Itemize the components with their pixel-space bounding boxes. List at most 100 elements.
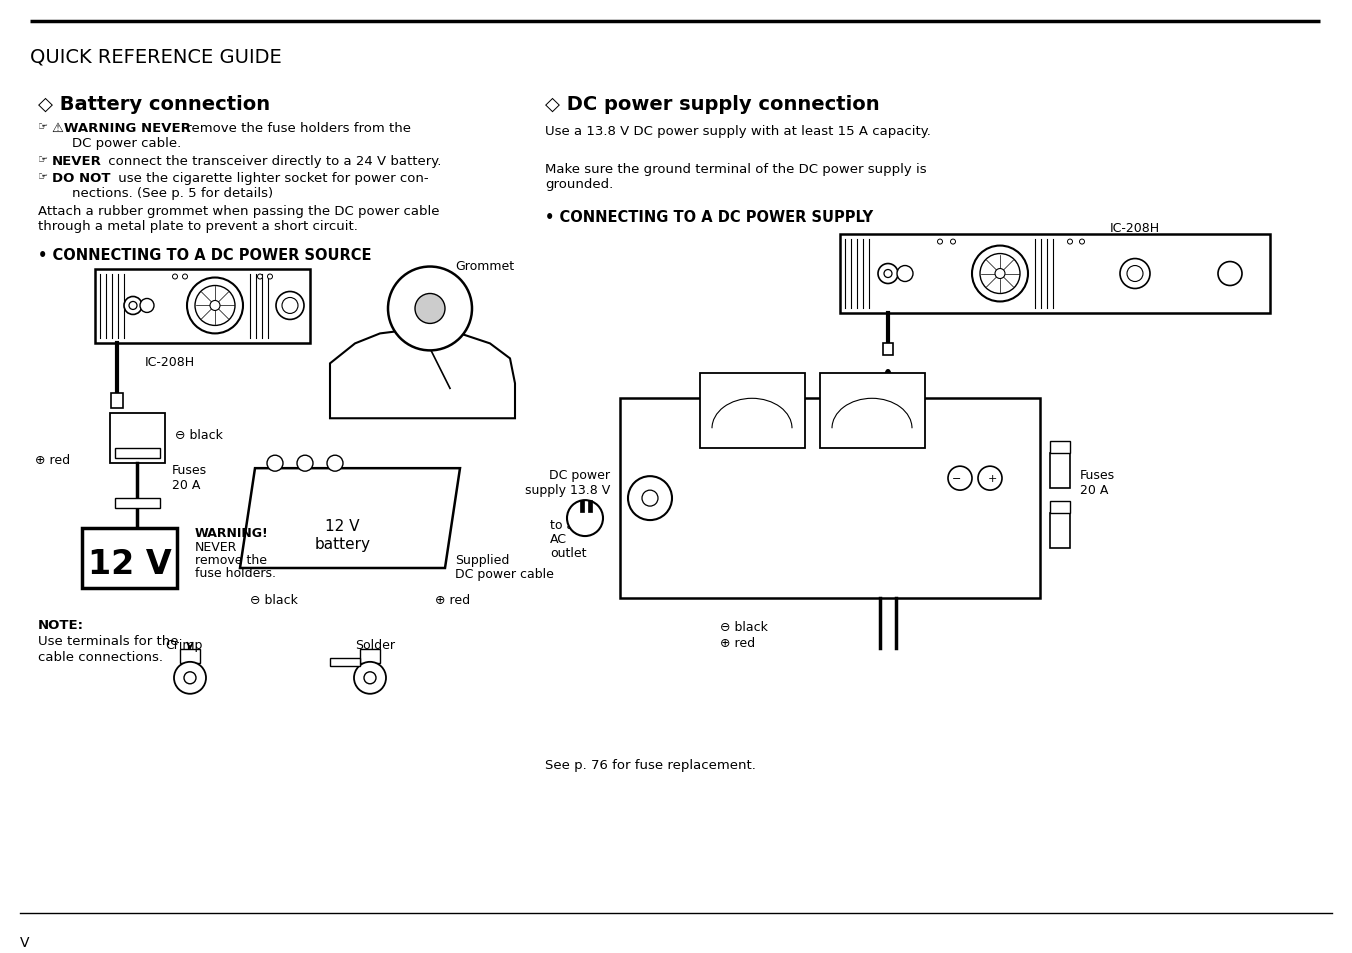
Circle shape xyxy=(187,278,243,335)
Circle shape xyxy=(877,264,898,284)
Text: ◇ DC power supply connection: ◇ DC power supply connection xyxy=(545,94,880,113)
Circle shape xyxy=(415,294,445,324)
Circle shape xyxy=(354,662,387,694)
Text: Use a 13.8 V DC power supply with at least 15 A capacity.: Use a 13.8 V DC power supply with at lea… xyxy=(545,125,932,137)
Circle shape xyxy=(266,456,283,472)
Circle shape xyxy=(937,240,942,245)
Circle shape xyxy=(184,672,196,684)
Text: ⊕ red: ⊕ red xyxy=(435,594,470,606)
Text: Make sure the ground terminal of the DC power supply is: Make sure the ground terminal of the DC … xyxy=(545,163,926,175)
Circle shape xyxy=(183,274,188,280)
Circle shape xyxy=(257,274,262,280)
Circle shape xyxy=(1119,259,1151,289)
Polygon shape xyxy=(241,469,460,568)
Circle shape xyxy=(388,267,472,351)
Text: fuse holders.: fuse holders. xyxy=(195,566,276,579)
Circle shape xyxy=(297,456,314,472)
Text: ⊖ black: ⊖ black xyxy=(721,620,768,633)
Circle shape xyxy=(327,456,343,472)
Circle shape xyxy=(268,274,273,280)
Text: Fuses: Fuses xyxy=(1080,469,1115,481)
Text: 12 V: 12 V xyxy=(88,547,172,579)
Text: DC power cable.: DC power cable. xyxy=(72,136,181,150)
Text: remove the fuse holders from the: remove the fuse holders from the xyxy=(183,122,411,134)
Bar xyxy=(330,659,360,666)
Text: QUICK REFERENCE GUIDE: QUICK REFERENCE GUIDE xyxy=(30,48,281,67)
Circle shape xyxy=(1079,240,1084,245)
Bar xyxy=(840,234,1270,314)
Bar xyxy=(588,500,592,513)
Text: ⊕ red: ⊕ red xyxy=(721,637,756,649)
Bar xyxy=(110,414,165,464)
Text: NOTE:: NOTE: xyxy=(38,618,84,631)
Circle shape xyxy=(642,491,658,507)
Bar xyxy=(1051,514,1069,549)
Circle shape xyxy=(141,299,154,314)
Circle shape xyxy=(972,246,1028,302)
Text: Supplied: Supplied xyxy=(456,554,510,566)
Text: See p. 76 for fuse replacement.: See p. 76 for fuse replacement. xyxy=(545,758,756,771)
Circle shape xyxy=(276,293,304,320)
Text: Crimp: Crimp xyxy=(165,639,203,651)
Circle shape xyxy=(977,467,1002,491)
Text: WARNING!: WARNING! xyxy=(195,526,269,539)
Circle shape xyxy=(566,500,603,537)
Circle shape xyxy=(364,672,376,684)
Text: IC-208H: IC-208H xyxy=(145,356,195,369)
Text: +: + xyxy=(987,474,996,484)
Bar xyxy=(115,498,160,509)
Text: remove the: remove the xyxy=(195,554,266,566)
Text: ◇ Battery connection: ◇ Battery connection xyxy=(38,94,270,113)
Text: −: − xyxy=(952,474,961,484)
Text: Attach a rubber grommet when passing the DC power cable: Attach a rubber grommet when passing the… xyxy=(38,205,439,217)
Circle shape xyxy=(1218,262,1242,286)
Circle shape xyxy=(174,662,206,694)
Text: DC power cable: DC power cable xyxy=(456,567,554,580)
Bar xyxy=(180,649,200,663)
Bar xyxy=(883,344,894,356)
Circle shape xyxy=(627,476,672,520)
Text: use the cigarette lighter socket for power con-: use the cigarette lighter socket for pow… xyxy=(114,172,429,185)
Bar xyxy=(1051,442,1069,454)
Text: ☞: ☞ xyxy=(38,122,49,132)
Circle shape xyxy=(210,301,220,311)
Text: IC-208H: IC-208H xyxy=(1110,221,1160,234)
Polygon shape xyxy=(330,329,515,418)
Circle shape xyxy=(283,298,297,314)
Text: • CONNECTING TO A DC POWER SOURCE: • CONNECTING TO A DC POWER SOURCE xyxy=(38,248,372,262)
Text: Fuses: Fuses xyxy=(172,464,207,476)
Text: through a metal plate to prevent a short circuit.: through a metal plate to prevent a short… xyxy=(38,219,358,233)
Text: ☞: ☞ xyxy=(38,172,49,181)
Text: DO NOT: DO NOT xyxy=(51,172,111,185)
Circle shape xyxy=(950,240,956,245)
Text: nections. (See p. 5 for details): nections. (See p. 5 for details) xyxy=(72,187,273,199)
Circle shape xyxy=(948,467,972,491)
Text: supply 13.8 V: supply 13.8 V xyxy=(525,483,610,497)
Circle shape xyxy=(1128,266,1142,282)
Text: ☞: ☞ xyxy=(38,154,49,165)
Text: NEVER: NEVER xyxy=(195,540,238,554)
Bar xyxy=(821,374,925,449)
Bar xyxy=(1051,454,1069,489)
Text: Use terminals for the: Use terminals for the xyxy=(38,634,178,647)
Text: 12 V: 12 V xyxy=(326,518,360,534)
Bar xyxy=(111,394,123,409)
Text: ⊕ red: ⊕ red xyxy=(35,454,70,467)
Text: cable connections.: cable connections. xyxy=(38,650,164,663)
Text: 20 A: 20 A xyxy=(1080,483,1109,497)
Text: grounded.: grounded. xyxy=(545,177,614,191)
Text: outlet: outlet xyxy=(550,546,587,559)
Bar xyxy=(95,270,310,344)
Bar xyxy=(360,649,380,663)
Text: Grommet: Grommet xyxy=(456,259,514,273)
Circle shape xyxy=(896,266,913,282)
Bar xyxy=(115,449,160,458)
Circle shape xyxy=(884,271,892,278)
Text: AC: AC xyxy=(550,533,566,545)
Circle shape xyxy=(128,302,137,310)
Text: battery: battery xyxy=(315,537,370,552)
Text: NEVER: NEVER xyxy=(51,154,101,168)
Bar xyxy=(700,374,804,449)
Circle shape xyxy=(173,274,177,280)
Text: ⚠WARNING NEVER: ⚠WARNING NEVER xyxy=(51,122,191,134)
